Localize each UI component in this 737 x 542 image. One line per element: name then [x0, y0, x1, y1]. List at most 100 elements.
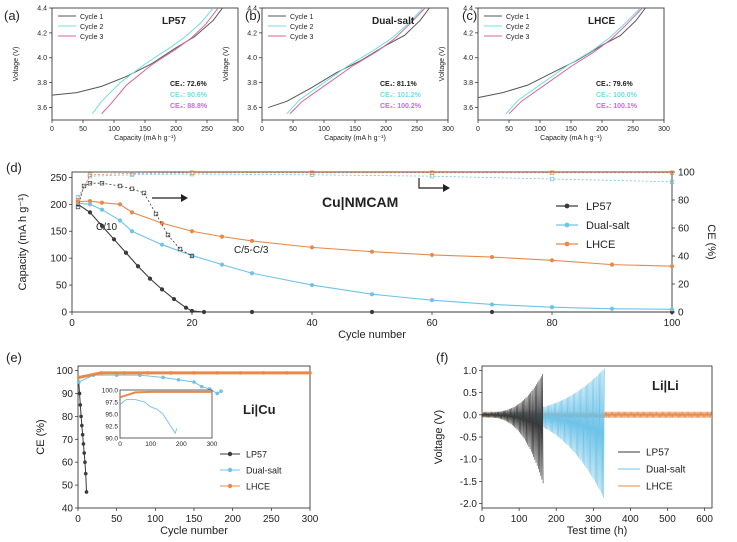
inset-y-tick-label: 95.0	[105, 412, 118, 419]
y-tick-label: -1.0	[460, 455, 478, 466]
x-tick-label: 0	[69, 318, 75, 329]
ce-point	[308, 371, 312, 375]
legend-label: Cycle 3	[290, 34, 313, 41]
x-tick-label: 300	[658, 126, 670, 133]
y-tick-label: -2.0	[460, 499, 478, 510]
x-tick-label: 150	[186, 514, 203, 525]
ce-point	[83, 471, 88, 476]
x-tick-label: 200	[170, 126, 182, 133]
ce-point	[87, 181, 93, 186]
panel-title: Li|Cu	[243, 402, 276, 417]
ce-annotation: CE₁: 81.1%	[380, 81, 418, 88]
y-tick-label: 100	[50, 254, 67, 265]
x-tick-label: 0	[479, 514, 485, 525]
legend-label: Cycle 2	[80, 24, 103, 31]
capacity-point	[669, 264, 675, 269]
capacity-point	[201, 309, 207, 315]
y2-tick-label: 0	[678, 308, 684, 319]
legend-label: LP57	[246, 450, 267, 460]
ce-point	[161, 375, 165, 380]
capacity-point	[99, 223, 105, 228]
series-line-cycle-1	[268, 7, 430, 109]
ce-point	[192, 371, 196, 375]
x-tick-label: 150	[139, 126, 151, 133]
capacity-point	[219, 262, 225, 267]
capacity-point	[219, 234, 225, 239]
capacity-point	[249, 309, 255, 315]
x-tick-label: 100	[534, 126, 546, 133]
arrow-head-icon	[443, 184, 450, 192]
x-tick-label: 0	[260, 126, 264, 133]
y-tick-label: 150	[50, 227, 67, 238]
x-tick-label: 80	[546, 318, 558, 329]
capacity-point	[87, 210, 93, 215]
x-tick-label: 200	[596, 126, 608, 133]
x-tick-label: 300	[585, 514, 602, 525]
panel-letter-a: (a)	[4, 8, 20, 23]
ce-point	[219, 389, 223, 393]
capacity-point	[549, 258, 555, 263]
ce-point	[80, 432, 85, 437]
y-tick-label: 3.6	[463, 105, 473, 112]
ce-point	[87, 172, 93, 177]
ce-point	[75, 197, 81, 203]
ce-point	[177, 246, 183, 252]
series-line-lp57	[78, 381, 88, 492]
panel-letter-b: (b)	[245, 8, 261, 23]
x-tick-label: 50	[289, 126, 297, 133]
x-tick-label: 300	[232, 126, 244, 133]
y-tick-label: 4.2	[463, 30, 473, 37]
inset-series-dual-salt	[120, 399, 178, 435]
x-tick-label: 0	[75, 514, 81, 525]
series-line-dual-salt	[77, 202, 673, 310]
legend-label: Dual-salt	[246, 466, 282, 476]
inset-x-tick-label: 100	[145, 441, 156, 448]
panel-letter-e: (e)	[6, 350, 22, 365]
ce-point	[122, 371, 127, 375]
legend-label: LHCE	[246, 482, 270, 492]
panel-title: LP57	[162, 16, 186, 27]
series-line-lp57	[77, 203, 672, 313]
ce-point	[176, 377, 181, 382]
x-tick-label: 50	[111, 514, 123, 525]
legend-label: LHCE	[586, 239, 615, 251]
capacity-point	[369, 309, 375, 315]
capacity-point	[549, 305, 555, 310]
y2-axis-label: CE (%)	[705, 224, 717, 259]
ce-point	[99, 181, 105, 186]
capacity-point	[99, 200, 105, 205]
ce-annotation: CE₃: 88.8%	[170, 103, 208, 110]
legend-marker	[564, 222, 570, 228]
y-tick-label: 3.6	[37, 105, 47, 112]
x-tick-label: 400	[622, 514, 639, 525]
y-tick-label: 3.8	[247, 80, 257, 87]
ce-point	[76, 380, 81, 384]
series-line-lp57	[77, 182, 193, 257]
y-tick-label: 0	[61, 308, 67, 319]
capacity-point	[147, 276, 153, 281]
ce-point	[129, 186, 135, 191]
legend-marker	[564, 241, 570, 247]
capacity-point	[171, 296, 177, 302]
panel-title: Cu|NMCAM	[322, 194, 398, 210]
ce-point	[145, 371, 150, 375]
panel-title: Dual-salt	[372, 16, 415, 27]
ce-annotation: CE₁: 79.6%	[596, 81, 634, 88]
capacity-point	[369, 249, 375, 254]
ce-point	[153, 211, 159, 217]
y-tick-label: 50	[62, 481, 74, 492]
ce-point	[238, 371, 243, 375]
capacity-point	[249, 271, 255, 276]
y-tick-label: 3.8	[37, 80, 47, 87]
ce-point	[169, 371, 173, 375]
x-tick-label: 250	[263, 514, 280, 525]
x-tick-label: 300	[442, 126, 454, 133]
legend-label: Cycle 1	[80, 14, 103, 21]
x-axis-label: Test time (h)	[567, 525, 628, 537]
y-tick-label: 90	[62, 389, 74, 400]
legend-label: Dual-salt	[586, 220, 629, 232]
x-tick-label: 50	[505, 126, 513, 133]
y2-tick-label: 80	[678, 196, 690, 207]
capacity-point	[135, 264, 141, 269]
